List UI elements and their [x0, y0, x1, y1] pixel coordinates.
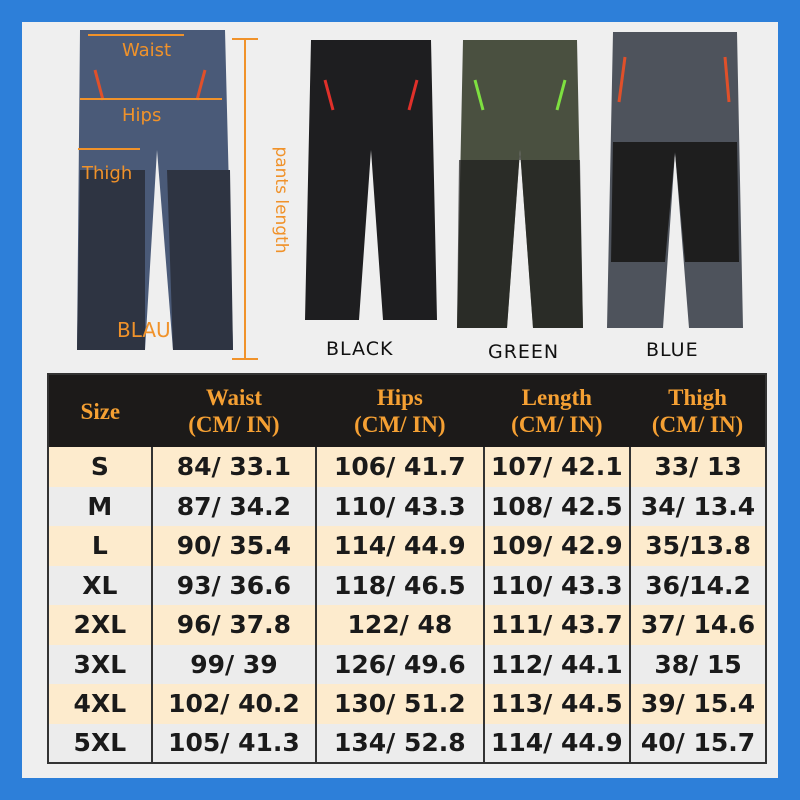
pants-image-green: [457, 40, 583, 328]
table-row: S 84/ 33.1 106/ 41.7 107/ 42.1 33/ 13: [47, 447, 766, 487]
hips-annotation: Hips: [122, 105, 162, 126]
cell-hips: 110/ 43.3: [315, 486, 484, 526]
length-bottom-tick: [232, 358, 258, 360]
pants-image-black: [305, 40, 437, 320]
header-thigh: Thigh (CM/ IN): [630, 374, 766, 447]
cell-size: 3XL: [47, 644, 152, 684]
cell-thigh: 34/ 13.4: [629, 486, 766, 526]
length-top-tick: [232, 38, 258, 40]
cell-waist: 87/ 34.2: [150, 486, 317, 526]
pants-image-blue: [607, 32, 743, 328]
cell-size: 5XL: [47, 723, 152, 763]
cell-waist: 105/ 41.3: [150, 723, 317, 763]
thigh-measure-line: [78, 148, 140, 150]
table-row: L 90/ 35.4 114/ 44.9 109/ 42.9 35/13.8: [47, 526, 766, 566]
cell-length: 109/ 42.9: [482, 526, 631, 566]
cell-size: S: [47, 447, 152, 487]
cell-thigh: 38/ 15: [629, 644, 766, 684]
cell-hips: 106/ 41.7: [315, 447, 484, 487]
cell-size: XL: [47, 565, 152, 605]
cell-thigh: 39/ 15.4: [629, 684, 766, 724]
header-length: Length (CM/ IN): [483, 374, 631, 447]
cell-thigh: 33/ 13: [629, 447, 766, 487]
cell-waist: 90/ 35.4: [150, 526, 317, 566]
length-measure-line: [244, 38, 246, 360]
cell-hips: 130/ 51.2: [315, 684, 484, 724]
cell-thigh: 36/14.2: [629, 565, 766, 605]
cell-waist: 84/ 33.1: [150, 447, 317, 487]
table-row: 3XL 99/ 39 126/ 49.6 112/ 44.1 38/ 15: [47, 644, 766, 684]
cell-length: 111/ 43.7: [482, 605, 631, 645]
color-label-black: BLACK: [326, 338, 394, 360]
cell-size: L: [47, 526, 152, 566]
cell-length: 112/ 44.1: [482, 644, 631, 684]
cell-size: 4XL: [47, 684, 152, 724]
cell-size: 2XL: [47, 605, 152, 645]
waist-annotation: Waist: [122, 40, 172, 61]
table-row: 4XL 102/ 40.2 130/ 51.2 113/ 44.5 39/ 15.4: [47, 684, 766, 724]
table-header-row: Size Waist (CM/ IN) Hips (CM/ IN) Length (C…: [48, 374, 766, 447]
cell-thigh: 40/ 15.7: [629, 723, 766, 763]
cell-waist: 96/ 37.8: [150, 605, 317, 645]
cell-waist: 93/ 36.6: [150, 565, 317, 605]
hips-measure-line: [80, 98, 222, 100]
table-row: 2XL 96/ 37.8 122/ 48 111/ 43.7 37/ 14.6: [47, 605, 766, 645]
cell-length: 114/ 44.9: [482, 723, 631, 763]
size-table: Size Waist (CM/ IN) Hips (CM/ IN) Length (C…: [47, 373, 767, 764]
pants-length-annotation: pants length: [271, 146, 291, 254]
cell-length: 110/ 43.3: [482, 565, 631, 605]
cell-hips: 134/ 52.8: [315, 723, 484, 763]
cell-hips: 126/ 49.6: [315, 644, 484, 684]
cell-hips: 118/ 46.5: [315, 565, 484, 605]
cell-length: 107/ 42.1: [482, 447, 631, 487]
cell-waist: 102/ 40.2: [150, 684, 317, 724]
pants-image-blau: [77, 30, 233, 350]
blau-label: BLAU: [117, 318, 171, 342]
thigh-annotation: Thigh: [82, 163, 133, 184]
header-hips: Hips (CM/ IN): [316, 374, 484, 447]
color-label-blue: BLUE: [646, 339, 699, 361]
cell-size: M: [47, 486, 152, 526]
table-row: 5XL 105/ 41.3 134/ 52.8 114/ 44.9 40/ 15.7: [47, 723, 766, 763]
waist-measure-line: [88, 34, 184, 36]
cell-length: 108/ 42.5: [482, 486, 631, 526]
header-waist: Waist (CM/ IN): [151, 374, 317, 447]
cell-waist: 99/ 39: [150, 644, 317, 684]
header-size: Size: [48, 374, 152, 447]
cell-hips: 122/ 48: [315, 605, 484, 645]
color-label-green: GREEN: [488, 341, 560, 363]
table-row: M 87/ 34.2 110/ 43.3 108/ 42.5 34/ 13.4: [47, 486, 766, 526]
cell-thigh: 35/13.8: [629, 526, 766, 566]
cell-hips: 114/ 44.9: [315, 526, 484, 566]
cell-thigh: 37/ 14.6: [629, 605, 766, 645]
cell-length: 113/ 44.5: [482, 684, 631, 724]
table-row: XL 93/ 36.6 118/ 46.5 110/ 43.3 36/14.2: [47, 565, 766, 605]
